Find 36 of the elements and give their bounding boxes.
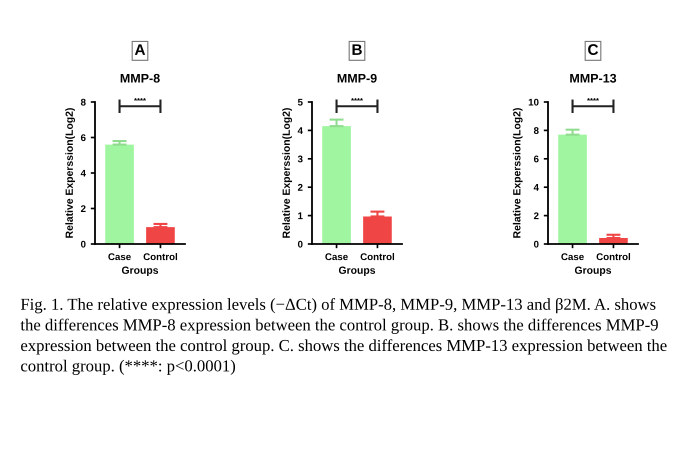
y-tick-label: 10 bbox=[528, 98, 539, 106]
y-axis-title: Relative Experssion(Log2) bbox=[282, 108, 292, 238]
chart-title: MMP-8 bbox=[120, 74, 160, 83]
chart-title: MMP-13 bbox=[570, 74, 616, 83]
x-tick-label: Case bbox=[325, 253, 348, 260]
y-tick-label: 2 bbox=[534, 212, 539, 220]
y-axis-title: Relative Experssion(Log2) bbox=[65, 108, 76, 238]
text: A bbox=[134, 44, 146, 55]
y-tick-label: 3 bbox=[298, 156, 303, 162]
x-tick-label: Case bbox=[108, 253, 131, 260]
x-axis-title: Groups bbox=[574, 266, 612, 276]
y-tick-label: 4 bbox=[298, 127, 303, 134]
x-tick-label: Case bbox=[561, 253, 584, 260]
y-tick-label: 6 bbox=[534, 156, 539, 162]
y-tick-label: 0 bbox=[80, 240, 86, 248]
y-tick-label: 0 bbox=[534, 240, 539, 248]
y-axis-title: Relative Experssion(Log2) bbox=[512, 108, 523, 238]
y-tick-label: 6 bbox=[80, 134, 86, 142]
x-axis-title: Groups bbox=[122, 266, 158, 276]
x-tick-label: Control bbox=[360, 253, 394, 260]
y-tick-label: 0 bbox=[298, 240, 303, 248]
y-tick-label: 2 bbox=[298, 184, 303, 191]
caption: Fig. 1. The relative expression levels (−ΔCt) of MMP-8, MMP-9, MMP-13 and β2M. A. shows the differences MMP-8 expression between the control group. B. shows the differences MMP-9 expression between the control group. C. shows the differences MMP-13 expression between the control group. (****: p<0.0001) bbox=[20, 298, 667, 375]
text: B bbox=[352, 44, 362, 55]
x-tick-label: Control bbox=[144, 253, 178, 260]
y-tick-label: 4 bbox=[534, 184, 539, 191]
chart-title: MMP-9 bbox=[338, 74, 377, 83]
x-tick-label: Control bbox=[596, 253, 630, 260]
y-tick-label: 2 bbox=[80, 205, 86, 212]
x-axis-title: Groups bbox=[338, 266, 376, 276]
y-tick-label: 5 bbox=[298, 98, 303, 106]
y-tick-label: 4 bbox=[80, 170, 86, 177]
y-tick-label: 8 bbox=[534, 127, 539, 134]
y-tick-label: 1 bbox=[298, 212, 303, 220]
text: C bbox=[588, 44, 598, 55]
y-tick-label: 8 bbox=[80, 98, 86, 106]
